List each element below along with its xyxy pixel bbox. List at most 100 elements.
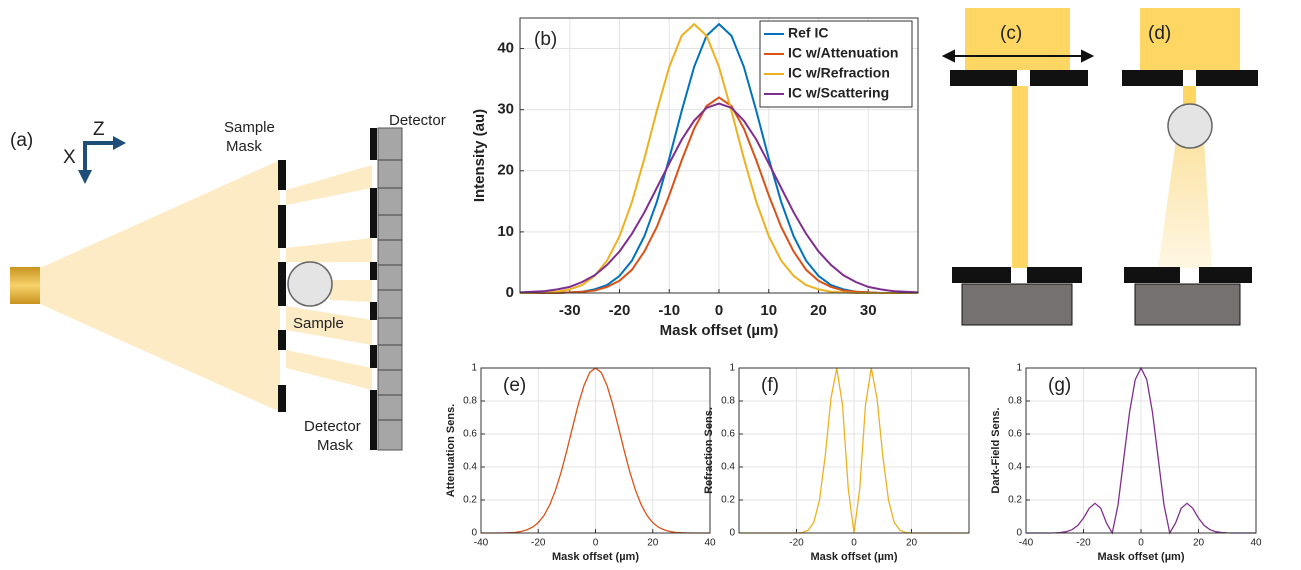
y-axis-title: Refraction Sens. [703,407,715,494]
y-axis-title: Dark-Field Sens. [990,407,1002,493]
label: Mask [226,138,262,155]
y-tick-label: 1 [729,363,735,374]
y-tick-label: 0.2 [1008,495,1022,506]
mask-bar [278,385,286,412]
legend-label: IC w/Scattering [788,85,889,101]
diagram-d: (d) [1122,8,1258,326]
y-tick-label: 30 [497,101,514,118]
x-tick-label: 0 [851,538,857,549]
beamlet [286,238,372,262]
beamlet [286,350,372,390]
sample-circle [1167,103,1213,149]
x-tick-label: 10 [760,302,777,319]
x-tick-label: 30 [860,302,877,319]
label: Detector [304,418,361,435]
y-tick-label: 0.2 [721,495,735,506]
y-axis-title: Attenuation Sens. [445,404,457,498]
source-block [965,8,1070,70]
x-axis-title: Mask offset (µm) [810,551,897,563]
beam-fan [40,160,280,412]
mask-bar [278,330,286,350]
mask-bar [950,70,1017,86]
source [10,267,40,304]
x-tick-label: -40 [1019,538,1034,549]
x-tick-label: -20 [1076,538,1091,549]
y-tick-label: 0.8 [721,396,735,407]
scattered-beam [1158,140,1212,268]
y-tick-label: 1 [1016,363,1022,374]
x-tick-label: -20 [609,302,631,319]
x-tick-label: 40 [704,538,716,549]
x-tick-label: -40 [474,538,489,549]
panel-label: (f) [761,375,779,396]
label: Detector [389,112,446,129]
mask-bar [278,205,286,248]
source-block [1140,8,1240,70]
x-axis-title: Mask offset (µm) [552,551,639,563]
y-tick-label: 0.2 [463,495,477,506]
legend-label: IC w/Attenuation [788,45,898,61]
y-tick-label: 0.6 [1008,429,1022,440]
x-tick-label: 0 [1138,538,1144,549]
x-tick-label: 20 [906,538,918,549]
mask-bar [278,160,286,190]
mask-bar [1199,267,1252,283]
beamlet [286,165,372,205]
data-line [519,102,919,294]
y-tick-label: 0 [729,528,735,539]
y-tick-label: 10 [497,223,514,240]
y-tick-label: 0.4 [721,462,735,473]
x-axis-title: Mask offset (µm) [660,322,779,339]
x-tick-label: 20 [810,302,827,319]
legend-label: Ref IC [788,25,828,41]
panel-label: (d) [1148,23,1171,44]
mask-bar [1027,267,1082,283]
mask-bar [278,262,286,306]
y-tick-label: 0.4 [1008,462,1022,473]
axis-label: Z [93,119,105,140]
x-tick-label: 0 [715,302,723,319]
x-tick-label: -10 [658,302,680,319]
panel-label: (e) [503,375,526,396]
beamlet [286,306,372,345]
y-tick-label: 1 [471,363,477,374]
x-tick-label: 0 [593,538,599,549]
legend-box [759,20,913,108]
scan-arrow [941,49,1095,63]
setup-diagram: (a) Z X Sample Mask Detector Sample Dete… [10,112,446,454]
y-tick-label: 0.6 [463,429,477,440]
y-tick-label: 0 [506,284,514,301]
mask-bar [1030,70,1088,86]
axes-glyph [78,136,126,184]
y-tick-label: 0.4 [463,462,477,473]
y-tick-label: 0.8 [1008,396,1022,407]
detector [1134,283,1241,326]
data-line [520,96,918,294]
panel-label: (b) [534,29,557,50]
x-tick-label: 40 [1250,538,1262,549]
x-tick-label: 20 [647,538,659,549]
mask-bar [1122,70,1183,86]
panel-label: (a) [10,130,33,151]
panel-label: (g) [1048,375,1071,396]
beamlet [330,280,372,302]
label: Sample [224,119,275,136]
y-axis-title: Intensity (au) [471,109,488,202]
x-tick-label: -20 [789,538,804,549]
panel-label: (c) [1000,23,1022,44]
detector-array [377,127,403,451]
y-tick-label: 0.8 [463,396,477,407]
diagram-c: (c) [941,8,1095,326]
plot-frame [1025,367,1257,534]
axis-label: X [63,147,76,168]
label: Sample [293,315,344,332]
x-tick-label: -20 [531,538,546,549]
mask-bar [1124,267,1180,283]
sample-circle [287,261,333,307]
mask-bar [952,267,1011,283]
y-tick-label: 0 [471,528,477,539]
y-tick-label: 40 [497,40,514,57]
detector [961,283,1073,326]
y-tick-label: 0.6 [721,429,735,440]
